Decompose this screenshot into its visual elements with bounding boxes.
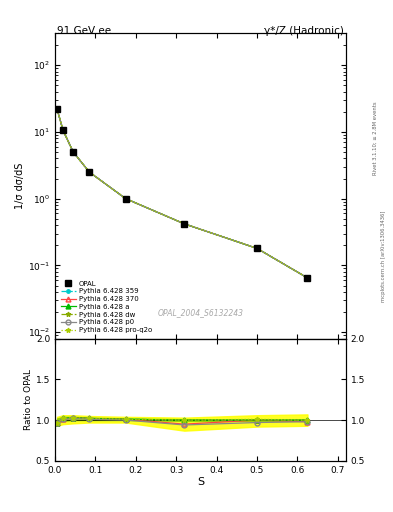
Text: OPAL_2004_S6132243: OPAL_2004_S6132243: [158, 308, 243, 317]
Text: Rivet 3.1.10; ≥ 2.8M events: Rivet 3.1.10; ≥ 2.8M events: [373, 101, 378, 175]
Text: γ*/Z (Hadronic): γ*/Z (Hadronic): [264, 26, 344, 36]
Y-axis label: Ratio to OPAL: Ratio to OPAL: [24, 369, 33, 430]
Text: mcplots.cern.ch [arXiv:1306.3436]: mcplots.cern.ch [arXiv:1306.3436]: [381, 210, 386, 302]
Text: 91 GeV ee: 91 GeV ee: [57, 26, 111, 36]
Legend: OPAL, Pythia 6.428 359, Pythia 6.428 370, Pythia 6.428 a, Pythia 6.428 dw, Pythi: OPAL, Pythia 6.428 359, Pythia 6.428 370…: [59, 279, 154, 335]
Y-axis label: 1/σ dσ/dS: 1/σ dσ/dS: [15, 163, 25, 209]
X-axis label: S: S: [197, 477, 204, 487]
